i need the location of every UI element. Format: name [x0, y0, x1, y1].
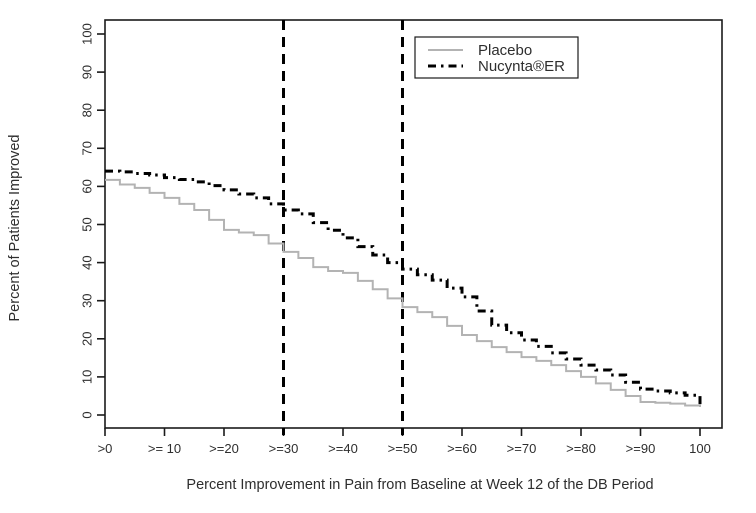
y-tick-label: 40 [79, 255, 94, 269]
legend-label-nucynta: Nucynta®ER [478, 58, 565, 75]
y-tick-label: 100 [79, 23, 94, 45]
y-tick-label: 30 [79, 293, 94, 307]
y-tick-label: 10 [79, 370, 94, 384]
series-line-0 [105, 178, 701, 407]
plot-area-border [104, 19, 723, 429]
x-tick-label: >=50 [388, 441, 418, 456]
x-tick-label: >=90 [626, 441, 656, 456]
x-tick-label: >=80 [566, 441, 596, 456]
y-tick-label: 90 [79, 65, 94, 79]
x-tick-label: >0 [98, 441, 113, 456]
reference-lines [282, 20, 404, 435]
legend-label-placebo: Placebo [478, 42, 532, 59]
y-tick-label: 80 [79, 103, 94, 117]
x-tick-label: 100 [689, 441, 711, 456]
series-line-1 [105, 169, 702, 408]
y-tick-label: 20 [79, 332, 94, 346]
x-tick-label: >=40 [328, 441, 358, 456]
x-axis-title: Percent Improvement in Pain from Baselin… [186, 477, 653, 493]
y-tick-label: 60 [79, 179, 94, 193]
x-tick-label: >=60 [447, 441, 477, 456]
x-tick-label: >=20 [209, 441, 239, 456]
axis-ticks: 0 10 20 30 40 50 60 70 80 90 100 >0 >= 10 >=20 >=30 >=4… [79, 23, 710, 456]
legend-border [414, 36, 579, 79]
y-tick-label: 70 [79, 141, 94, 155]
x-tick-label: >= 10 [148, 441, 181, 456]
x-tick-label: >=30 [269, 441, 299, 456]
legend: Placebo Nucynta®ER [414, 36, 579, 79]
y-axis-title: Percent of Patients Improved [7, 135, 23, 322]
y-tick-label: 50 [79, 217, 94, 231]
y-tick-label: 0 [79, 411, 94, 418]
x-tick-label: >=70 [507, 441, 537, 456]
data-series [105, 169, 702, 408]
